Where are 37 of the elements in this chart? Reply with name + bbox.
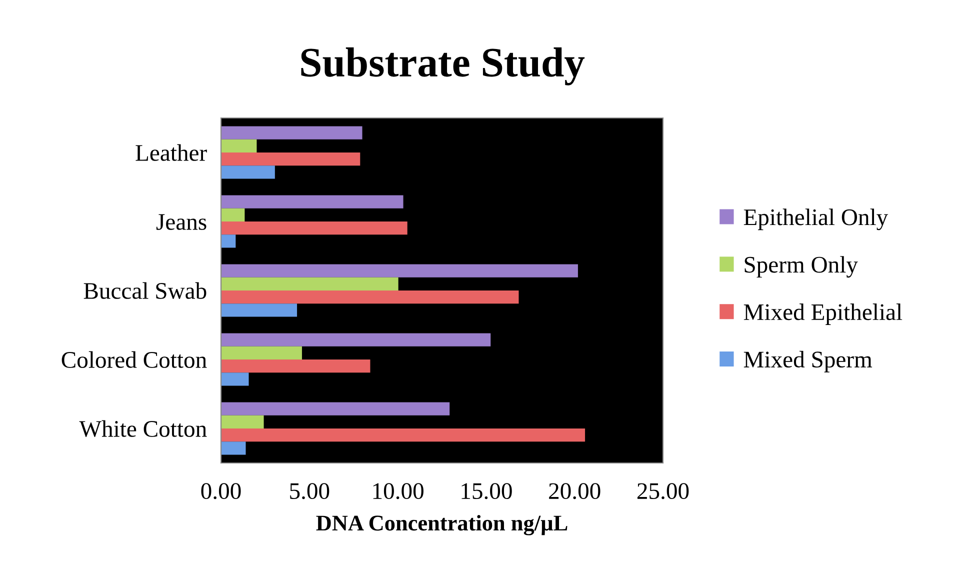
- y-tick-label: Jeans: [156, 214, 206, 230]
- bar: [221, 442, 246, 455]
- x-tick-label: 25.00: [637, 483, 689, 500]
- bar: [221, 195, 404, 208]
- x-tick-label: 20.00: [549, 483, 600, 500]
- x-tick-label: 5.00: [290, 483, 330, 500]
- x-tick-label: 15.00: [462, 483, 512, 500]
- legend-label: Mixed Epithelial: [744, 304, 902, 325]
- bar: [221, 264, 578, 278]
- x-axis-title: DNA Concentration ng/µL: [316, 514, 568, 536]
- legend-label: Sperm Only: [744, 256, 858, 278]
- bar: [221, 428, 586, 442]
- bar: [221, 333, 491, 346]
- bar: [221, 139, 257, 152]
- x-tick-label: 0.00: [201, 483, 241, 500]
- legend-label: Epithelial Only: [744, 208, 888, 230]
- y-tick-label: Colored Cotton: [62, 351, 207, 368]
- bar: [221, 126, 362, 140]
- legend-label: Mixed Sperm: [744, 350, 872, 372]
- bar: [221, 152, 360, 166]
- bar: [221, 208, 245, 222]
- bar: [221, 415, 264, 428]
- bar: [221, 277, 398, 290]
- bar: [221, 360, 370, 373]
- y-tick-label: Buccal Swab: [84, 282, 206, 299]
- bar: [221, 346, 302, 360]
- bar: [221, 234, 236, 248]
- bar: [221, 372, 249, 386]
- y-tick-label: Leather: [136, 144, 207, 161]
- bar: [221, 304, 298, 317]
- bar: [221, 166, 275, 179]
- chart-title: Substrate Study: [301, 47, 585, 86]
- y-tick-label: White Cotton: [79, 420, 207, 438]
- bar: [221, 402, 450, 416]
- x-tick-label: 10.00: [373, 483, 424, 500]
- bar: [221, 290, 519, 304]
- bar: [221, 222, 408, 235]
